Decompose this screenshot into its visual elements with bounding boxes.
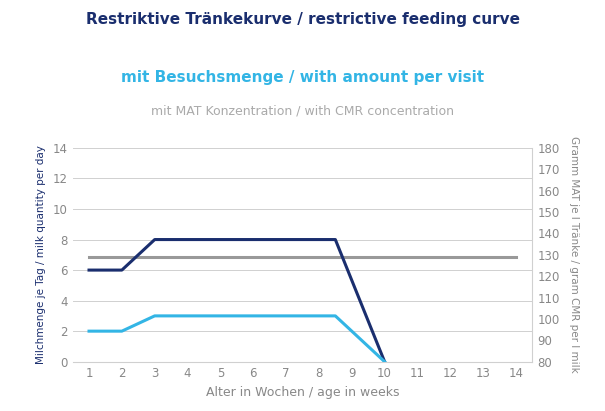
Y-axis label: Gramm MAT je l Tränke / gram CMR per l milk: Gramm MAT je l Tränke / gram CMR per l m… [569, 136, 579, 373]
Text: mit Besuchsmenge / with amount per visit: mit Besuchsmenge / with amount per visit [121, 70, 484, 85]
Text: Restriktive Tränkekurve / restrictive feeding curve: Restriktive Tränkekurve / restrictive fe… [85, 12, 520, 27]
Y-axis label: Milchmenge je Tag / milk quantity per day: Milchmenge je Tag / milk quantity per da… [36, 145, 46, 364]
Text: mit MAT Konzentration / with CMR concentration: mit MAT Konzentration / with CMR concent… [151, 105, 454, 118]
X-axis label: Alter in Wochen / age in weeks: Alter in Wochen / age in weeks [206, 386, 399, 399]
